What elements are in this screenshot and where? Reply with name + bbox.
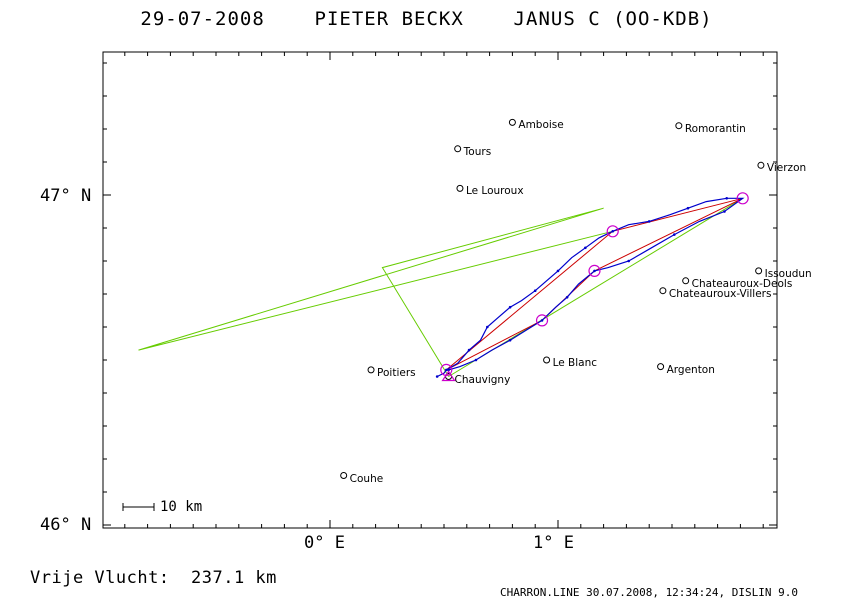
page-title: 29-07-2008 PIETER BECKX JANUS C (OO-KDB) [140, 8, 713, 30]
city-marker [340, 472, 348, 479]
free-flight-distance: Vrije Vlucht: 237.1 km [30, 568, 277, 588]
city-marker [675, 122, 683, 130]
track-fix [556, 269, 560, 273]
flight-track [435, 197, 745, 378]
city-label: Couhe [349, 472, 384, 485]
task-lines [138, 197, 743, 377]
task-line [138, 207, 613, 377]
track-fix [474, 358, 478, 362]
city-label: Romorantin [684, 122, 746, 135]
track-fix [686, 206, 690, 210]
track-fix [508, 305, 512, 309]
city-marker [659, 287, 667, 295]
city-marker [508, 118, 516, 126]
city-label: Vierzon [766, 162, 807, 175]
track-fix [435, 375, 439, 378]
city-marker [657, 363, 665, 371]
track-fix [725, 197, 729, 200]
city-marker [757, 161, 765, 169]
city-marker [543, 356, 551, 364]
track-fix [647, 220, 651, 223]
city-label: Amboise [518, 119, 564, 132]
track-fix [672, 233, 676, 236]
track-fix [533, 289, 537, 293]
city-marker [755, 267, 763, 275]
city-label: Le Louroux [465, 185, 524, 198]
lon-label-1: 1° E [533, 533, 574, 553]
route-line [445, 197, 743, 371]
city-label: Chauvigny [454, 373, 511, 386]
optimized-route [445, 197, 743, 371]
start-triangle [441, 370, 456, 382]
axis-ticks [103, 52, 777, 528]
city-marker [456, 184, 464, 192]
turnpoint-circle [606, 225, 619, 238]
city-marker [682, 277, 690, 285]
track-fix [584, 246, 587, 250]
city-label: Chateauroux-Villers [668, 287, 772, 300]
track-fix [540, 319, 544, 322]
turnpoint-circle [535, 314, 549, 327]
scale-bar-label: 10 km [160, 499, 203, 515]
track-fix [508, 338, 512, 342]
lat-label-47: 47° N [40, 186, 92, 206]
lat-label-46: 46° N [40, 515, 92, 535]
city-label: Tours [463, 145, 492, 158]
track-fix [627, 259, 630, 263]
turnpoint-circle [736, 192, 749, 205]
map-frame [102, 51, 778, 529]
city-label: Chateauroux-Deols [691, 277, 793, 290]
city-label: Le Blanc [552, 357, 598, 369]
turnpoint-markers [440, 192, 749, 382]
track-fix [565, 296, 569, 299]
city-label: Poitiers [377, 366, 416, 379]
track-fix [486, 325, 489, 329]
track-fix [723, 210, 726, 213]
track-fix [447, 368, 450, 372]
city-marker [367, 366, 375, 374]
track-fix [444, 368, 448, 372]
city-marker [454, 145, 462, 153]
turnpoint-circle [588, 264, 601, 277]
track-fix [467, 348, 471, 352]
city-label: Issoudun [764, 267, 812, 280]
track-fix [593, 269, 596, 273]
city-label: Argenton [666, 363, 715, 376]
scale-bar [122, 503, 155, 511]
footer-info: CHARRON.LINE 30.07.2008, 12:34:24, DISLI… [500, 586, 799, 599]
track-fix [611, 230, 615, 233]
lon-label-0: 0° E [304, 533, 345, 553]
